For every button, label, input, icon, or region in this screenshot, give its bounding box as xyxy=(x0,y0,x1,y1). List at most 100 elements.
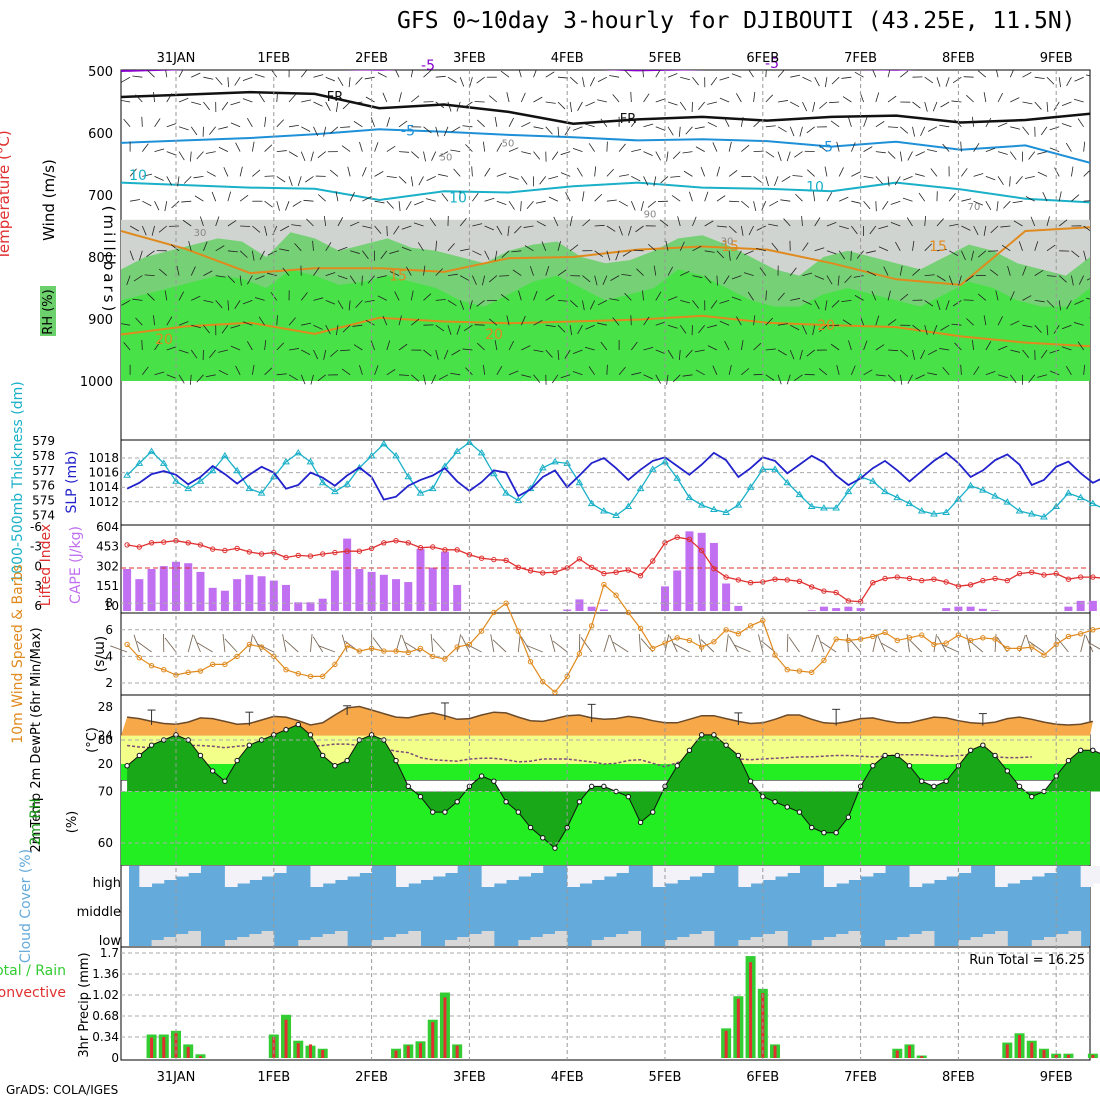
wind-barb xyxy=(912,101,921,109)
axis-labels: 31JAN31JAN1FEB1FEB2FEB2FEB3FEB3FEB4FEB4F… xyxy=(0,51,1085,1085)
wind-barb xyxy=(582,219,591,227)
cloud-low-gap xyxy=(322,934,336,946)
wind-barb xyxy=(177,176,180,187)
wind-barb xyxy=(667,324,678,329)
wind-speed-marker xyxy=(882,629,888,636)
li-marker xyxy=(307,553,314,559)
thickness-marker xyxy=(978,486,987,493)
wind-barb xyxy=(966,318,974,326)
date-label-top: 1FEB xyxy=(257,51,290,66)
rh-contour-label: 70 xyxy=(968,202,981,213)
wind-barb xyxy=(188,241,192,251)
wind-barb xyxy=(728,636,739,653)
wind-barb xyxy=(310,634,313,653)
wind-barb xyxy=(394,291,400,301)
wind-barb xyxy=(1024,176,1035,179)
isotherm-label: 15 xyxy=(389,269,407,285)
wind-barb xyxy=(141,225,147,236)
rh-marker xyxy=(943,778,949,784)
wind-barb xyxy=(866,270,877,276)
li-marker xyxy=(613,569,619,575)
cloud-low-gap xyxy=(371,940,385,946)
wind-barb xyxy=(215,275,226,278)
wind-barb xyxy=(1087,52,1096,57)
wind-barb xyxy=(390,48,399,52)
wind-barb xyxy=(807,169,815,177)
rh-marker xyxy=(674,763,680,769)
wind-barb xyxy=(447,273,458,276)
rh-axis-title: 2m RH xyxy=(28,798,44,845)
wind-barb xyxy=(1019,634,1026,653)
wind-barb xyxy=(655,151,661,161)
wind-barb xyxy=(508,340,514,351)
li-marker xyxy=(821,588,827,594)
cloud-high-gap xyxy=(787,866,800,873)
wind-barb xyxy=(660,176,669,184)
wind-barb xyxy=(398,176,407,184)
wind-barb xyxy=(386,145,396,152)
wind-barb xyxy=(961,198,972,202)
wind-barb xyxy=(678,349,681,360)
wind-barb xyxy=(545,265,550,276)
li-marker xyxy=(698,547,705,554)
wind-barb xyxy=(121,323,131,326)
li-marker xyxy=(576,556,583,562)
precip-conv-bar xyxy=(272,1037,276,1058)
cape-bar xyxy=(1088,600,1097,611)
wind-barb xyxy=(741,368,750,376)
thickness-marker xyxy=(697,501,706,508)
cape-bar xyxy=(440,551,449,611)
li-marker xyxy=(234,545,240,552)
cloud-high-gap xyxy=(775,866,788,877)
cloud-low-gap xyxy=(1043,937,1057,946)
wind-barb xyxy=(386,200,394,209)
wind-barb xyxy=(765,374,775,381)
wind-barb xyxy=(710,300,718,309)
wind-speed-marker xyxy=(845,637,852,644)
thickness-marker xyxy=(1052,502,1061,510)
wind-barb xyxy=(450,149,461,152)
wind-barb xyxy=(643,374,653,380)
wind-barb xyxy=(1028,151,1036,160)
wind-barb xyxy=(183,176,192,184)
pressure-tick-label: 700 xyxy=(88,189,113,204)
wind-barb xyxy=(925,52,935,53)
wind-barb xyxy=(557,269,567,276)
wind-barb xyxy=(912,240,915,251)
wind-barb xyxy=(545,324,556,327)
wind-barb xyxy=(508,176,519,180)
wind-barb xyxy=(410,176,414,187)
cape-bar xyxy=(123,569,132,611)
thickness-tick-label: 575 xyxy=(32,494,55,508)
wind-barb xyxy=(655,349,666,354)
wind-barb xyxy=(1046,216,1050,227)
wind-barb xyxy=(224,638,238,653)
wind-barb xyxy=(1010,320,1020,326)
wind-barb xyxy=(995,290,999,301)
thickness-marker xyxy=(1088,499,1097,507)
wind-barb xyxy=(203,101,210,111)
wind-barb xyxy=(997,92,1003,103)
wind-barb xyxy=(569,76,578,85)
cloud-low-gap xyxy=(1068,931,1082,946)
cape-bar xyxy=(832,608,841,611)
wind-barb xyxy=(337,76,344,86)
rh-marker xyxy=(735,752,742,759)
wind-barb xyxy=(130,199,141,202)
rh-marker xyxy=(1004,768,1010,774)
precip-tick-label: 0 xyxy=(111,1051,119,1065)
wind-barb xyxy=(927,149,938,152)
rh-marker xyxy=(527,824,534,831)
wind-barb xyxy=(716,250,725,259)
rh-contour-label: 30 xyxy=(194,228,207,239)
rh2m-panel xyxy=(121,721,1100,865)
rh-marker xyxy=(821,830,827,836)
precip-conv-bar xyxy=(284,1019,288,1058)
wind-barb xyxy=(1080,634,1086,653)
thickness-marker xyxy=(734,501,743,508)
wind-barb xyxy=(647,243,657,252)
wind-barb xyxy=(655,291,662,301)
wind-barb xyxy=(154,371,165,376)
wind-barb xyxy=(977,70,987,78)
li-tick-label: -6 xyxy=(30,520,42,534)
